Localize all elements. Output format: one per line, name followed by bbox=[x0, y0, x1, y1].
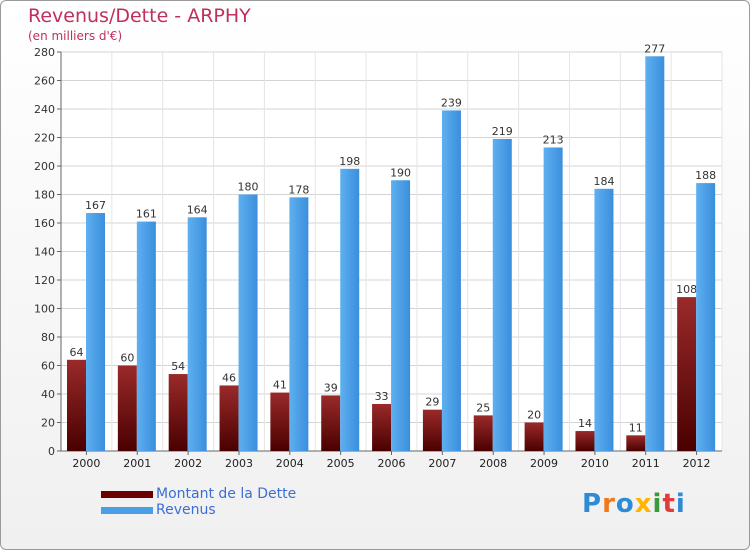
y-tick-label: 80 bbox=[41, 331, 55, 344]
data-label-dette: 20 bbox=[527, 409, 541, 422]
logo-letter: r bbox=[602, 489, 616, 519]
bar-revenus[interactable] bbox=[391, 180, 411, 451]
y-tick-label: 280 bbox=[34, 46, 55, 59]
bar-dette[interactable] bbox=[575, 431, 595, 451]
bar-dette[interactable] bbox=[168, 374, 188, 451]
data-label-dette: 46 bbox=[222, 371, 236, 384]
data-label-dette: 33 bbox=[375, 390, 389, 403]
bar-dette[interactable] bbox=[626, 435, 646, 451]
data-label-revenus: 180 bbox=[238, 181, 259, 194]
logo-letter: t bbox=[662, 489, 676, 519]
bar-dette[interactable] bbox=[677, 297, 697, 451]
y-tick-label: 120 bbox=[34, 274, 55, 287]
bar-revenus[interactable] bbox=[340, 168, 360, 451]
data-label-dette: 60 bbox=[120, 352, 134, 365]
bar-dette[interactable] bbox=[524, 422, 544, 452]
data-label-revenus: 239 bbox=[441, 96, 462, 109]
logo-letter: i bbox=[652, 489, 663, 519]
legend-label-dette: Montant de la Dette bbox=[156, 486, 297, 502]
data-label-dette: 64 bbox=[70, 346, 84, 359]
x-tick-label: 2009 bbox=[530, 457, 558, 470]
data-label-revenus: 188 bbox=[695, 169, 716, 182]
legend-swatch-dette bbox=[101, 491, 153, 498]
bar-dette[interactable] bbox=[219, 385, 239, 451]
data-label-dette: 108 bbox=[676, 283, 697, 296]
bar-revenus[interactable] bbox=[136, 221, 156, 451]
y-tick-label: 100 bbox=[34, 303, 55, 316]
bar-dette[interactable] bbox=[117, 365, 137, 452]
x-tick-label: 2001 bbox=[123, 457, 151, 470]
x-tick-label: 2010 bbox=[581, 457, 609, 470]
data-label-revenus: 190 bbox=[390, 166, 411, 179]
data-label-revenus: 277 bbox=[644, 42, 665, 55]
data-label-dette: 29 bbox=[425, 396, 439, 409]
y-tick-label: 240 bbox=[34, 103, 55, 116]
y-tick-label: 40 bbox=[41, 388, 55, 401]
x-tick-label: 2007 bbox=[428, 457, 456, 470]
x-tick-label: 2004 bbox=[276, 457, 304, 470]
data-label-dette: 41 bbox=[273, 379, 287, 392]
data-label-dette: 11 bbox=[629, 421, 643, 434]
bar-dette[interactable] bbox=[67, 359, 86, 451]
data-label-revenus: 167 bbox=[85, 199, 106, 212]
bar-revenus[interactable] bbox=[86, 213, 105, 451]
legend-label-revenus: Revenus bbox=[156, 502, 216, 518]
bar-revenus[interactable] bbox=[492, 138, 512, 452]
logo-letter: P bbox=[582, 489, 603, 519]
bar-revenus[interactable] bbox=[289, 197, 309, 451]
bar-dette[interactable] bbox=[321, 395, 341, 451]
y-tick-label: 200 bbox=[34, 160, 55, 173]
chart-title: Revenus/Dette - ARPHY bbox=[28, 5, 251, 27]
y-tick-label: 20 bbox=[41, 417, 55, 430]
data-label-dette: 54 bbox=[171, 360, 185, 373]
bar-revenus[interactable] bbox=[645, 56, 665, 452]
x-tick-label: 2002 bbox=[174, 457, 202, 470]
bar-revenus[interactable] bbox=[543, 147, 563, 451]
x-tick-label: 2012 bbox=[683, 457, 711, 470]
x-tick-label: 2000 bbox=[72, 457, 100, 470]
x-tick-label: 2005 bbox=[327, 457, 355, 470]
bar-revenus[interactable] bbox=[696, 183, 716, 451]
x-tick-label: 2008 bbox=[479, 457, 507, 470]
y-tick-label: 260 bbox=[34, 75, 55, 88]
data-label-revenus: 178 bbox=[288, 183, 309, 196]
bar-dette[interactable] bbox=[473, 415, 493, 451]
logo-letter: x bbox=[634, 489, 653, 519]
bar-dette[interactable] bbox=[372, 403, 392, 451]
y-tick-label: 180 bbox=[34, 189, 55, 202]
legend-swatch-revenus bbox=[101, 507, 153, 514]
data-label-revenus: 213 bbox=[543, 133, 564, 146]
data-label-revenus: 198 bbox=[339, 155, 360, 168]
bar-dette[interactable] bbox=[422, 409, 442, 451]
logo-letter: o bbox=[615, 489, 635, 519]
bar-revenus[interactable] bbox=[594, 188, 614, 452]
data-label-revenus: 184 bbox=[593, 175, 614, 188]
logo-letter: i bbox=[675, 489, 686, 519]
y-tick-label: 0 bbox=[48, 445, 55, 458]
data-label-dette: 39 bbox=[324, 381, 338, 394]
x-tick-label: 2011 bbox=[632, 457, 660, 470]
data-label-dette: 14 bbox=[578, 417, 592, 430]
bar-revenus[interactable] bbox=[238, 194, 258, 452]
bar-revenus[interactable] bbox=[441, 110, 461, 452]
proxiti-logo[interactable]: Proxiti bbox=[582, 489, 686, 519]
bar-dette[interactable] bbox=[270, 392, 290, 451]
y-tick-label: 140 bbox=[34, 246, 55, 259]
y-tick-label: 220 bbox=[34, 132, 55, 145]
y-tick-label: 60 bbox=[41, 360, 55, 373]
y-tick-label: 160 bbox=[34, 217, 55, 230]
data-label-revenus: 219 bbox=[492, 125, 513, 138]
x-tick-label: 2003 bbox=[225, 457, 253, 470]
data-label-revenus: 164 bbox=[187, 203, 208, 216]
data-label-revenus: 161 bbox=[136, 208, 157, 221]
bar-revenus[interactable] bbox=[187, 217, 207, 451]
data-label-dette: 25 bbox=[476, 401, 490, 414]
x-tick-label: 2006 bbox=[378, 457, 406, 470]
chart-subtitle: (en milliers d'€) bbox=[28, 29, 123, 43]
